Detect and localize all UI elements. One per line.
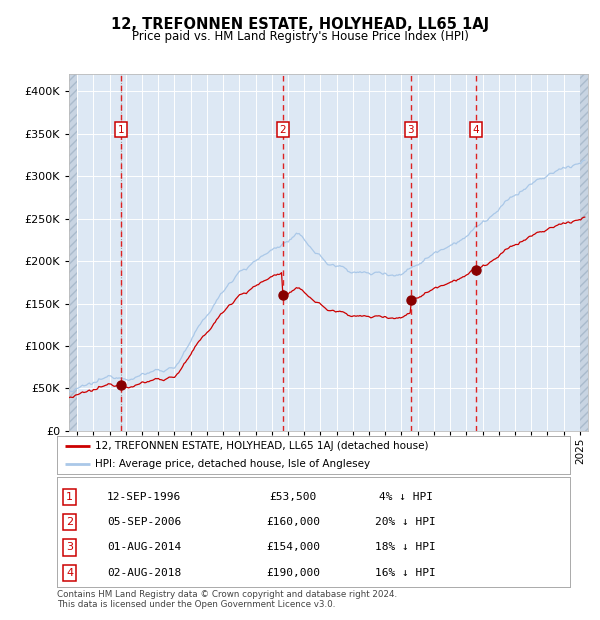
Text: 16% ↓ HPI: 16% ↓ HPI (376, 568, 436, 578)
Text: 12-SEP-1996: 12-SEP-1996 (107, 492, 181, 502)
Text: 20% ↓ HPI: 20% ↓ HPI (376, 517, 436, 527)
Bar (69, 74, 77, 431)
Text: 12, TREFONNEN ESTATE, HOLYHEAD, LL65 1AJ: 12, TREFONNEN ESTATE, HOLYHEAD, LL65 1AJ (111, 17, 489, 32)
Text: 4: 4 (472, 125, 479, 135)
Text: HPI: Average price, detached house, Isle of Anglesey: HPI: Average price, detached house, Isle… (95, 459, 371, 469)
Text: 1: 1 (118, 125, 124, 135)
Text: 02-AUG-2018: 02-AUG-2018 (107, 568, 181, 578)
Text: 2: 2 (279, 125, 286, 135)
Text: 18% ↓ HPI: 18% ↓ HPI (376, 542, 436, 552)
Text: £154,000: £154,000 (266, 542, 320, 552)
Text: 3: 3 (407, 125, 414, 135)
Text: 3: 3 (67, 542, 73, 552)
Text: 2: 2 (66, 517, 73, 527)
Text: 1: 1 (67, 492, 73, 502)
Text: 4: 4 (66, 568, 73, 578)
Text: £190,000: £190,000 (266, 568, 320, 578)
Text: 4% ↓ HPI: 4% ↓ HPI (379, 492, 433, 502)
Text: £53,500: £53,500 (269, 492, 317, 502)
Text: 12, TREFONNEN ESTATE, HOLYHEAD, LL65 1AJ (detached house): 12, TREFONNEN ESTATE, HOLYHEAD, LL65 1AJ… (95, 441, 429, 451)
Text: 05-SEP-2006: 05-SEP-2006 (107, 517, 181, 527)
Text: Price paid vs. HM Land Registry's House Price Index (HPI): Price paid vs. HM Land Registry's House … (131, 30, 469, 43)
Text: £160,000: £160,000 (266, 517, 320, 527)
Text: Contains HM Land Registry data © Crown copyright and database right 2024.: Contains HM Land Registry data © Crown c… (57, 590, 397, 600)
Text: This data is licensed under the Open Government Licence v3.0.: This data is licensed under the Open Gov… (57, 600, 335, 609)
Bar (580, 74, 588, 431)
Text: 01-AUG-2014: 01-AUG-2014 (107, 542, 181, 552)
